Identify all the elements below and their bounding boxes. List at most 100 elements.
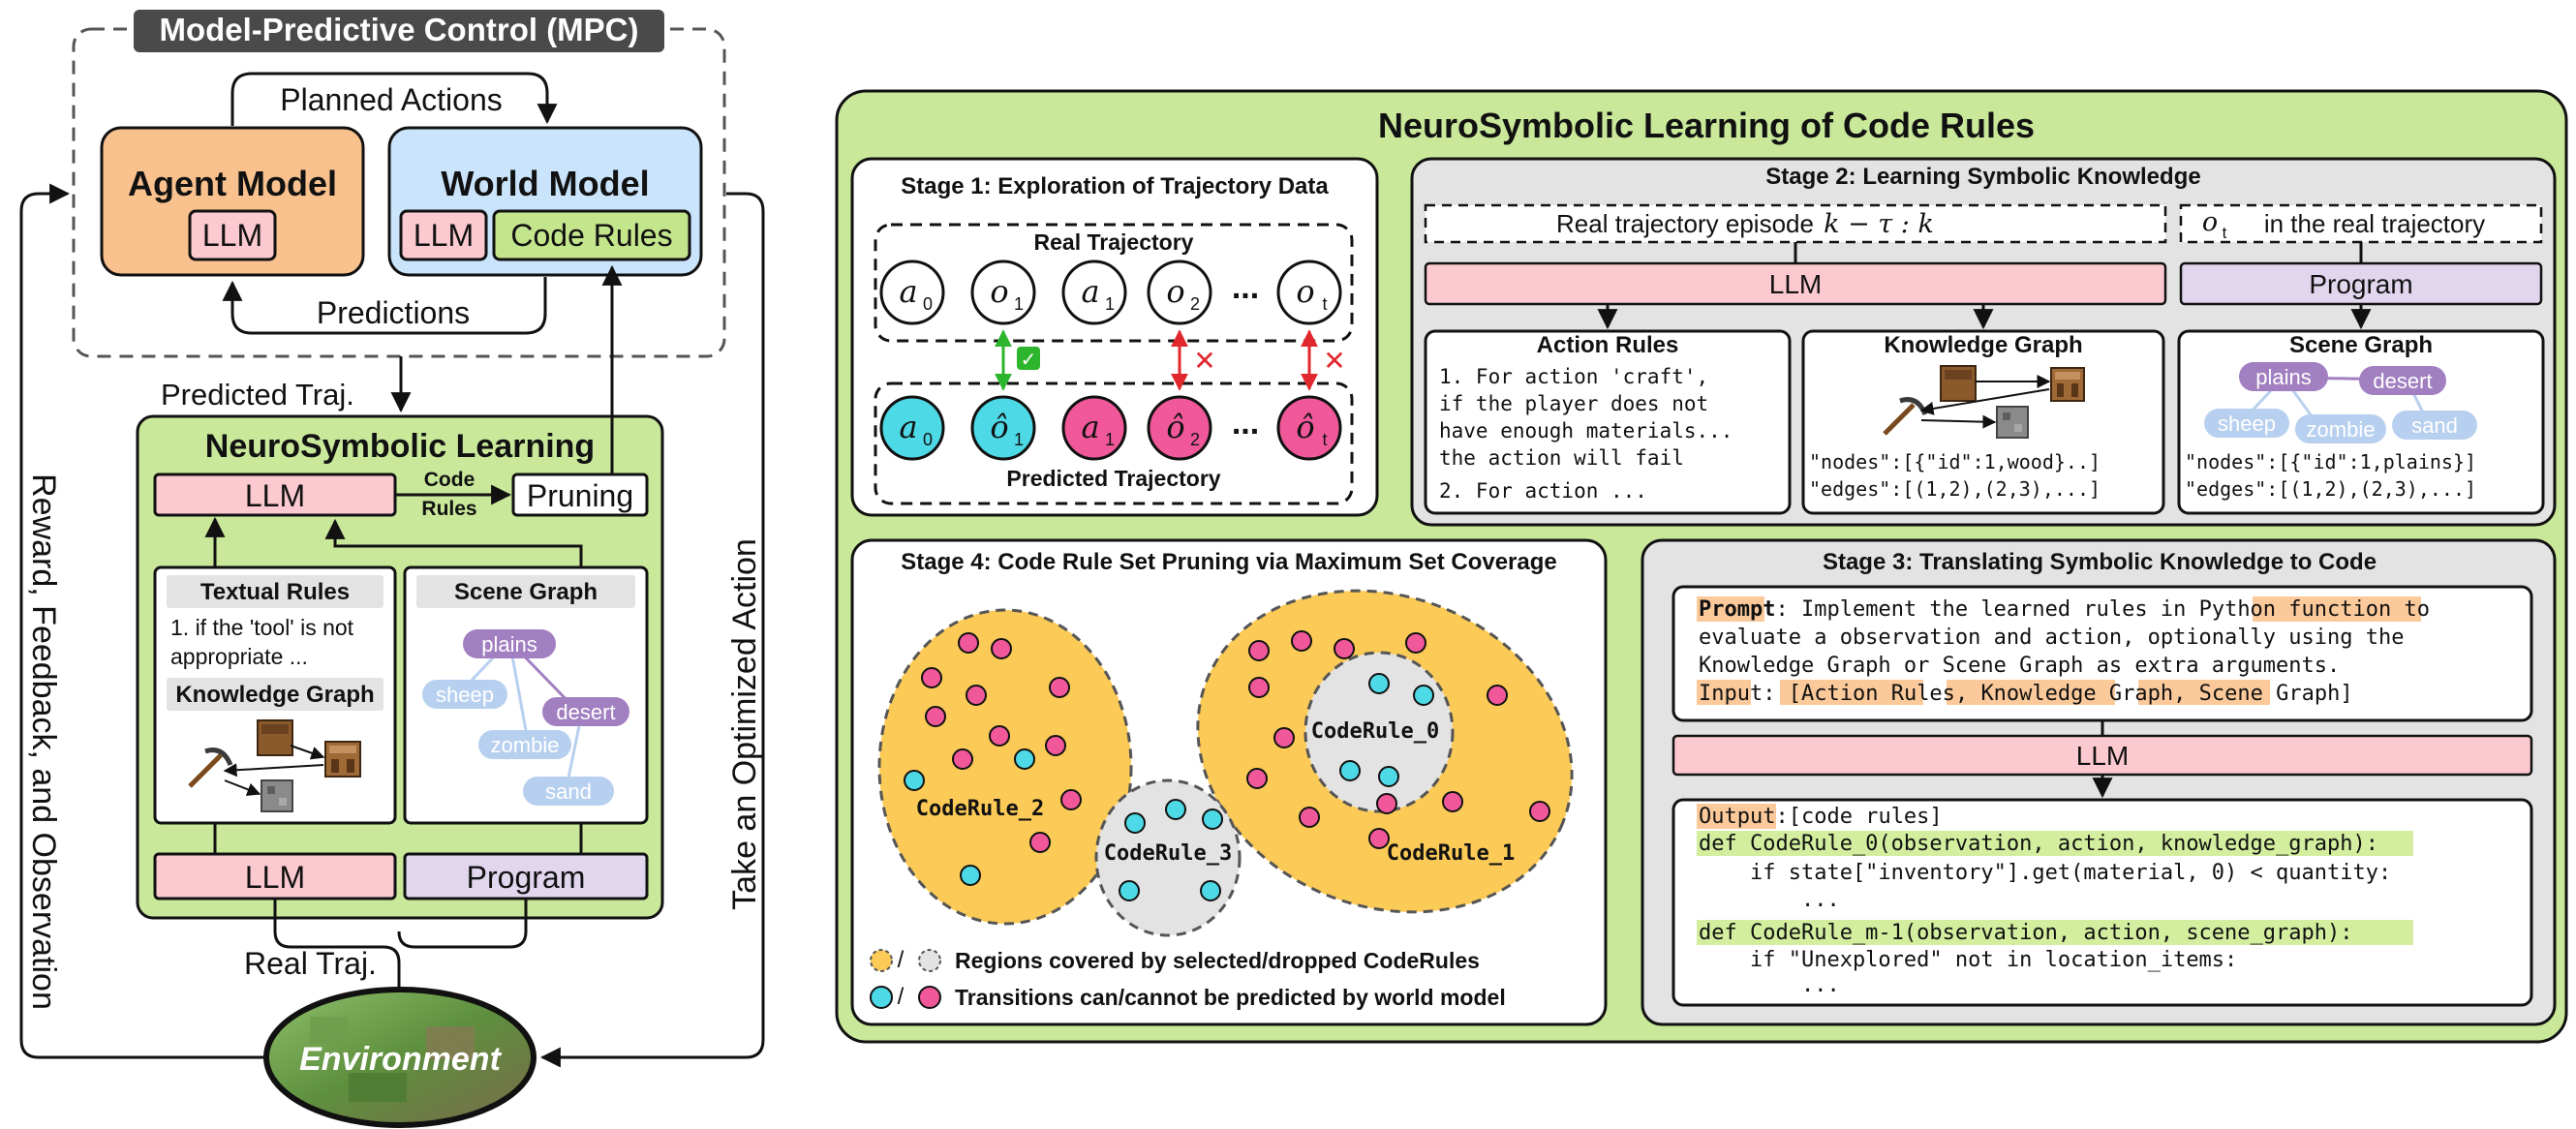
stage3-llm-label: LLM [2076,741,2129,771]
stage1: Stage 1: Exploration of Trajectory Data … [850,157,1379,517]
sg-node-sand [2392,411,2477,440]
take-action-label: Take an Optimized Action [726,538,763,910]
svg-text:t: t [1322,430,1327,449]
scene-node-sand-label: sand [545,779,592,804]
svg-text:o: o [1166,273,1184,310]
prompt-line2: evaluate a observation and action, optio… [1699,626,2404,650]
sg-nodes-line: "nodes":[{"id":1,plains}] [2185,450,2476,473]
legend-regions: Regions covered by selected/dropped Code… [955,948,1480,973]
sg-node-sheep [2204,409,2289,438]
action-rules-line4: the action will fail [1439,446,1684,470]
world-llm-box [399,209,488,261]
action-rules-line1: 1. For action 'craft', [1439,365,1708,388]
svg-text:o: o [1296,273,1314,310]
svg-text:1: 1 [1105,294,1115,314]
mpc-title-bg [134,10,664,52]
code-line-3: ... [1699,888,1840,912]
scene-node-sand [523,777,614,806]
real-traj-lines [273,899,528,988]
coderule2-label: CodeRule_2 [916,797,1044,821]
pruning-box [511,473,649,517]
code-line-2: if state["inventory"].get(material, 0) <… [1699,861,2391,885]
check-badge [1017,347,1040,370]
pred-node-a0: a 0 [879,395,945,461]
kg-nodes-line: "nodes":[{"id":1,wood}..] [1809,450,2101,473]
real-trajectory-label: Real Trajectory [1034,229,1194,255]
sg-edges-line: "edges":[(1,2),(2,3),...] [2185,477,2476,501]
svg-text:1: 1 [1014,294,1024,314]
real-node-o2: o 2 [1147,259,1212,325]
world-llm-label: LLM [414,218,474,253]
textual-rules-title: Textual Rules [200,579,350,605]
stage2-scene-graph: plains desert sheep zombie sand [2204,362,2477,443]
pruning-label: Pruning [527,478,633,513]
code-line-1: def CodeRule_0(observation, action, know… [1699,832,2378,856]
real-node-a1: a 1 [1061,259,1127,325]
stage2-llm-label: LLM [1769,269,1822,299]
predicted-trajectory-label: Predicted Trajectory [1006,466,1220,491]
predicted-trajectory-frame [874,381,1354,505]
ot-box [2179,203,2543,244]
textual-rules-header [167,575,383,608]
real-ellipsis: ... [1232,269,1259,306]
nsl-program-label: Program [467,860,586,895]
textual-rules-line1: 1. if the 'tool' is not [170,615,354,640]
stage2-program-label: Program [2309,269,2412,299]
pickaxe-icon [188,748,233,788]
svg-text:2: 2 [1190,294,1200,314]
stage4: Stage 4: Code Rule Set Pruning via Maxim… [850,538,1608,1026]
stage2: Stage 2: Learning Symbolic Knowledge Rea… [1410,157,2557,527]
main-title: NeuroSymbolic Learning of Code Rules [1378,106,2035,145]
sg-node-plains [2239,362,2328,391]
code-rules-label-2: Rules [421,498,476,520]
legend-transitions: Transitions can/cannot be predicted by w… [955,985,1506,1010]
stage3-title: Stage 3: Translating Symbolic Knowledge … [1823,549,2377,575]
stage1-title: Stage 1: Exploration of Trajectory Data [901,173,1329,199]
stage2-sg-title: Scene Graph [2289,332,2433,358]
svg-text:a: a [899,409,917,445]
nsl-llm-bottom-label: LLM [245,860,305,895]
sg-node-zombie [2295,414,2386,443]
planned-actions-label: Planned Actions [280,82,503,117]
code-line-5: if "Unexplored" not in location_items: [1699,948,2237,972]
pred-node-ot: ô t [1276,395,1342,461]
planned-actions-arrow [230,72,558,126]
scene-to-llm-arrow [324,518,583,567]
scene-graph-title: Scene Graph [454,579,598,605]
kg-log-icon [1940,365,1977,402]
stage4-title: Stage 4: Code Rule Set Pruning via Maxim… [901,549,1557,575]
scene-node-desert-label: desert [556,700,615,724]
agent-llm-box [188,209,277,261]
prompt-label: Prompt [1699,597,1775,622]
svg-text:zombie: zombie [2307,417,2376,442]
code-rules-label-1: Code [424,469,475,491]
svg-text:/: / [898,984,905,1010]
scene-node-plains-label: plains [481,632,537,656]
svg-text:1: 1 [1105,430,1115,449]
real-node-o1: o 1 [970,259,1036,325]
planned-actions-bg [263,77,517,116]
small-kg-illustration [188,719,361,812]
environment: Environment [263,987,537,1128]
stage2-llm-box [1424,261,2167,306]
crafting-table-icon [324,741,361,778]
scene-node-plains [463,629,556,658]
svg-text:2: 2 [1190,430,1200,449]
nsl-small-section: NeuroSymbolic Learning LLM Code Rules Pr… [136,264,664,920]
svg-text:0: 0 [923,430,933,449]
scene-graph-panel [403,565,649,825]
world-code-rules-box [492,209,691,261]
output-line: Output:[code rules] [1699,805,1943,829]
scene-node-sheep [422,680,507,709]
scene-graph-header [416,575,635,608]
agent-llm-label: LLM [202,218,262,253]
action-rules-line3: have enough materials... [1439,419,1733,442]
coderule1-label: CodeRule_1 [1387,841,1515,866]
kg-stone-icon [1996,406,2029,439]
svg-text:a: a [1081,409,1099,445]
svg-text:1: 1 [1014,430,1024,449]
real-traj-label: Real Traj. [244,946,377,981]
cross-icon-o2: ✕ [1193,346,1215,376]
sg-node-desert [2359,366,2446,395]
scene-node-desert [542,697,629,726]
